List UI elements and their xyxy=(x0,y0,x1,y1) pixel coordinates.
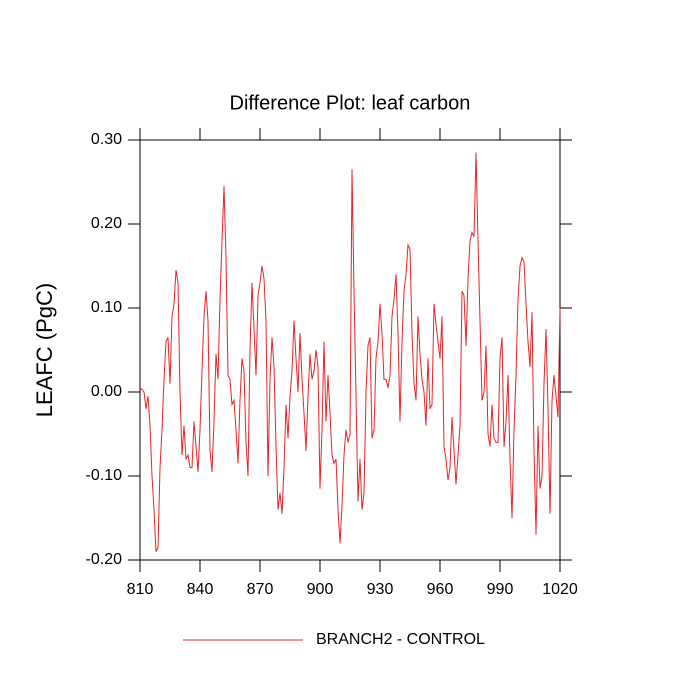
x-tick-label: 1020 xyxy=(542,581,578,598)
legend-label: BRANCH2 - CONTROL xyxy=(316,631,485,648)
data-line xyxy=(139,152,561,552)
x-tick-label: 930 xyxy=(367,581,394,598)
y-tick-label: 0.00 xyxy=(91,383,122,400)
y-tick-label: -0.10 xyxy=(86,467,123,484)
x-tick-label: 960 xyxy=(427,581,454,598)
x-tick-label: 990 xyxy=(487,581,514,598)
x-tick-label: 870 xyxy=(247,581,274,598)
chart-title: Difference Plot: leaf carbon xyxy=(230,92,471,114)
x-tick-label: 840 xyxy=(187,581,214,598)
y-tick-label: -0.20 xyxy=(86,551,123,568)
x-tick-label: 810 xyxy=(127,581,154,598)
x-tick-label: 900 xyxy=(307,581,334,598)
y-tick-label: 0.30 xyxy=(91,131,122,148)
y-axis-label: LEAFC (PgC) xyxy=(32,283,57,417)
plot-frame xyxy=(139,139,561,561)
y-tick-label: 0.10 xyxy=(91,299,122,316)
y-tick-label: 0.20 xyxy=(91,215,122,232)
